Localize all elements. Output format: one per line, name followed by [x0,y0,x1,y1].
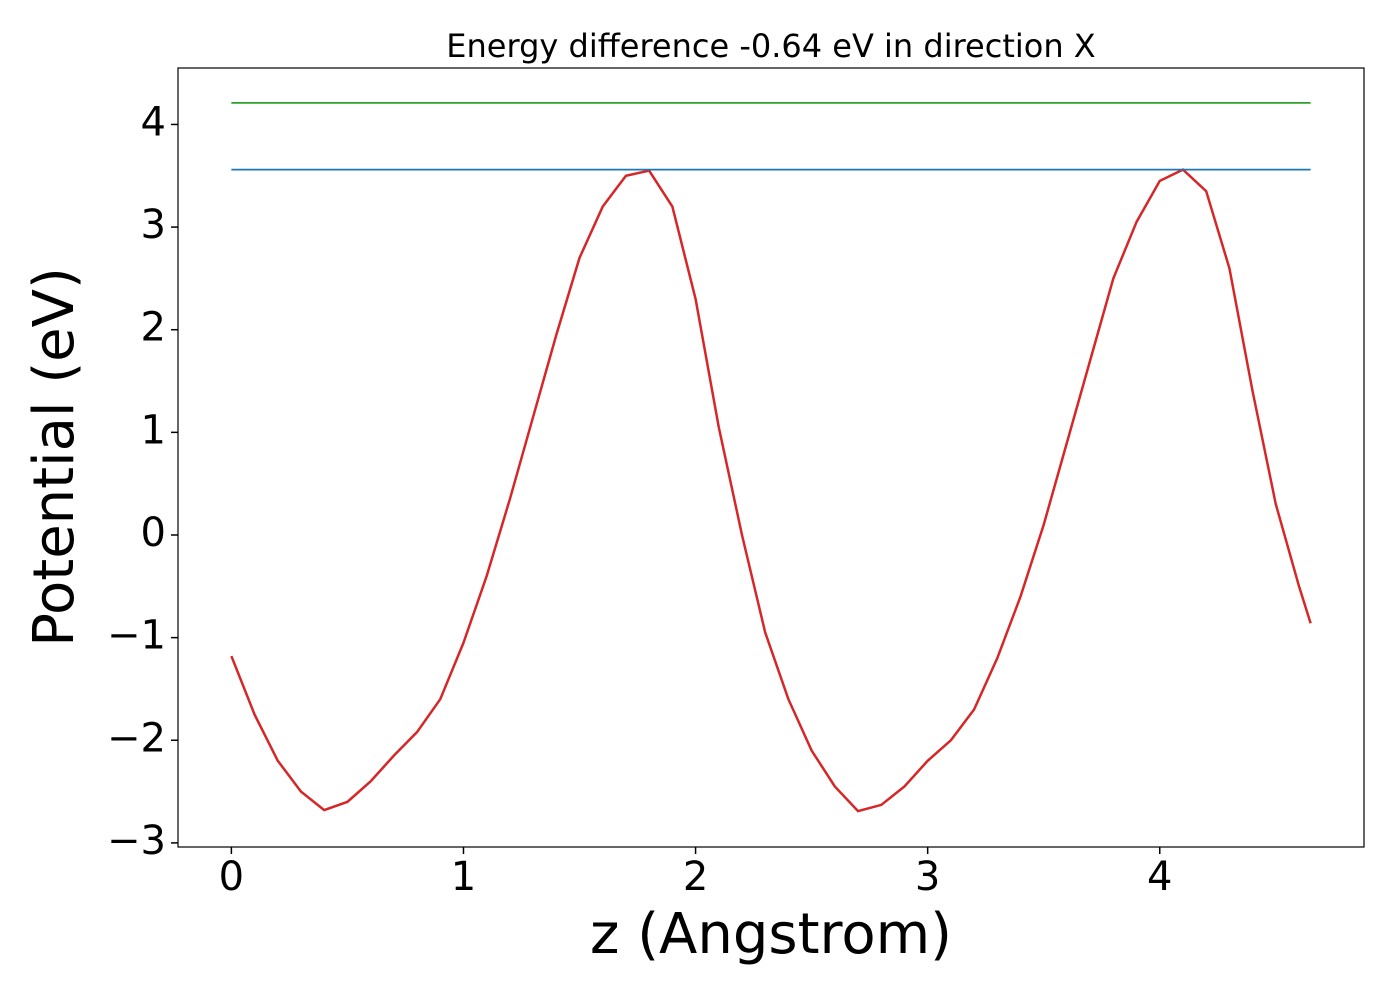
x-tick-label: 3 [915,854,940,900]
y-tick-label: −2 [107,715,166,761]
y-tick-label: 0 [141,510,166,556]
plot-frame [177,67,1365,848]
y-tick-label: −3 [107,818,166,864]
y-tick-label: 2 [141,305,166,351]
y-tick-label: 3 [141,202,166,248]
x-tick-label: 4 [1147,854,1172,900]
y-tick-label: 4 [141,99,166,145]
y-tick-label: 1 [141,407,166,453]
x-axis-label: z (Angstrom) [590,902,952,967]
y-tick-label: −1 [107,613,166,659]
chart-title: Energy difference -0.64 eV in direction … [446,27,1095,65]
x-tick-label: 2 [683,854,708,900]
x-tick-label: 1 [451,854,476,900]
x-tick-label: 0 [219,854,244,900]
y-axis-label: Potential (eV) [22,267,87,647]
line-series [230,168,1312,813]
